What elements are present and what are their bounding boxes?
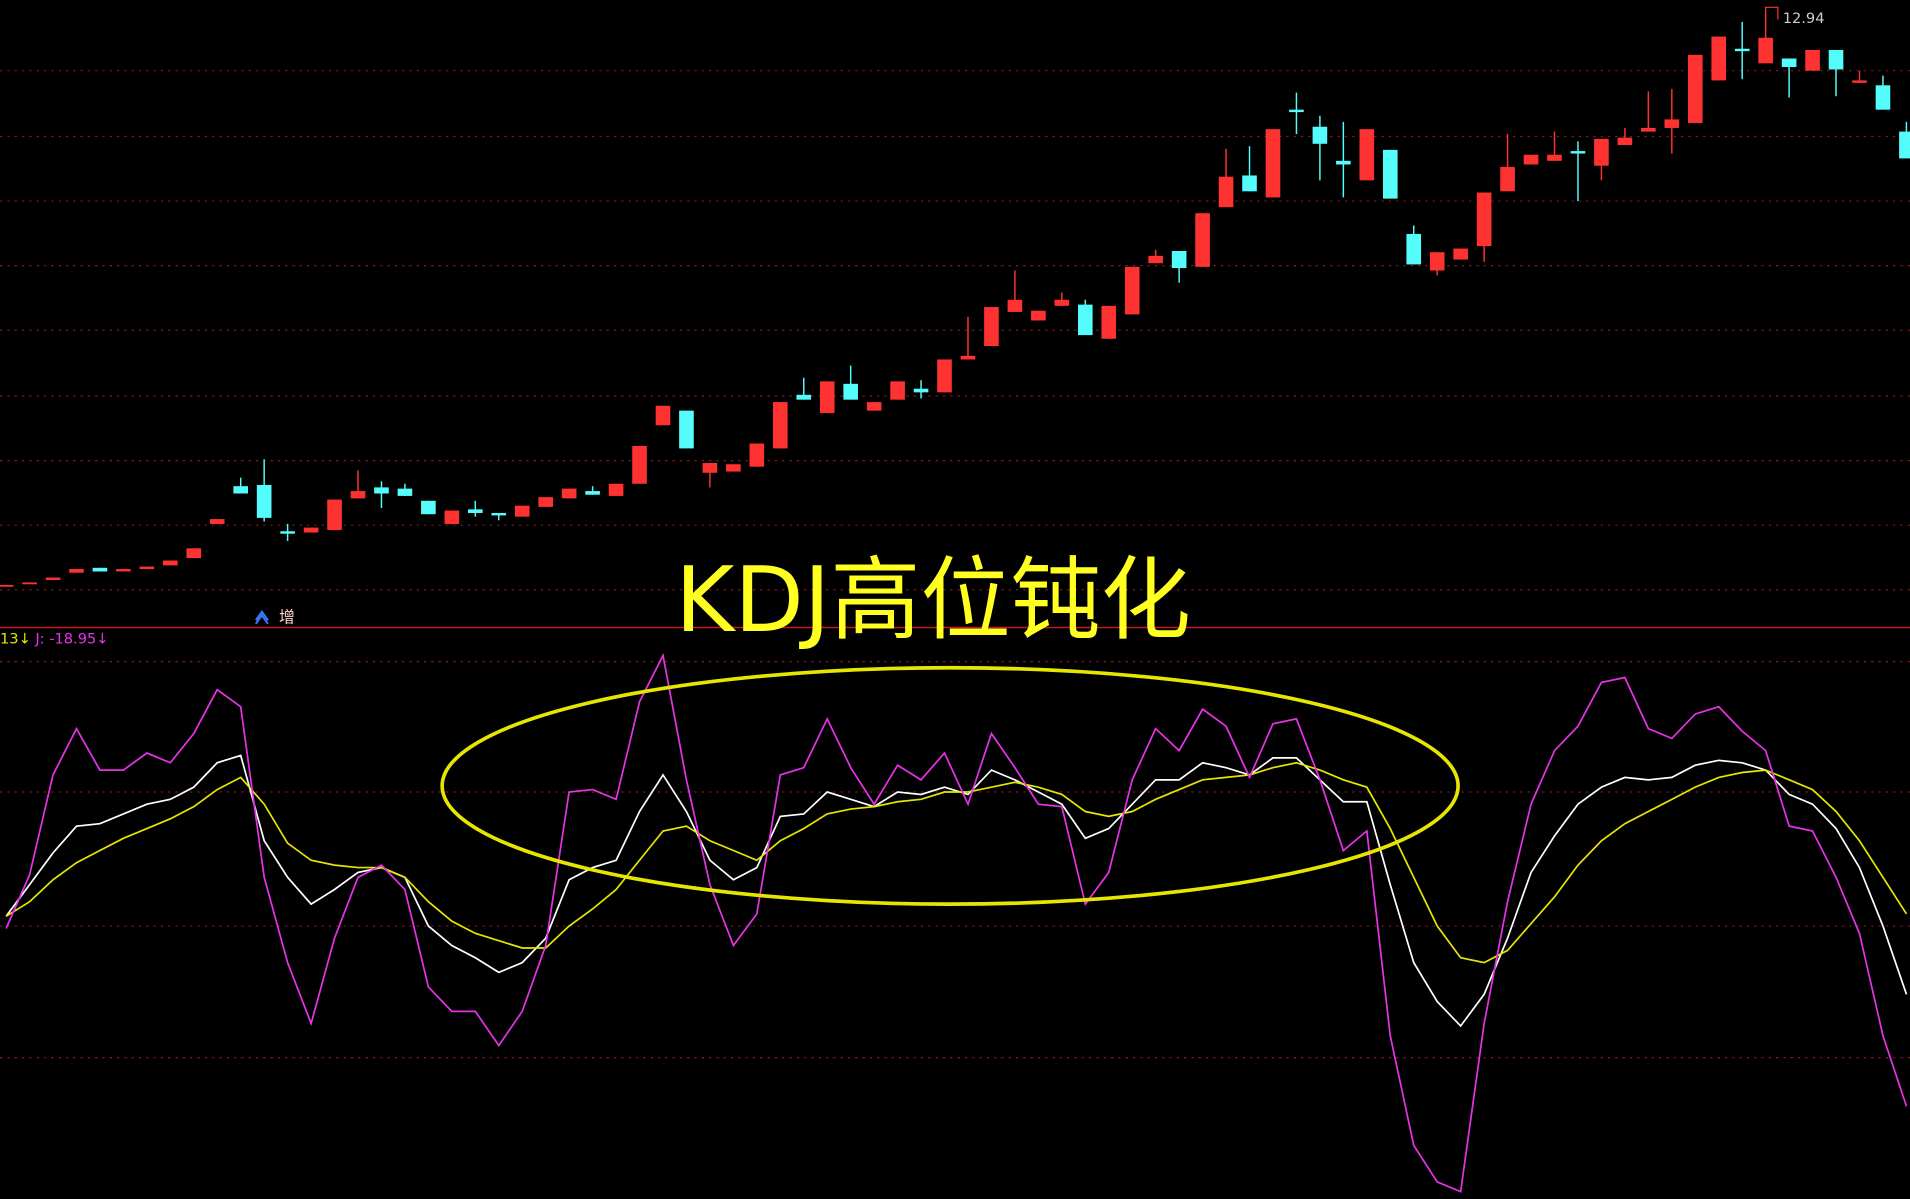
candle-body — [984, 307, 999, 347]
candle-body — [92, 567, 108, 572]
candle-body — [1124, 266, 1140, 315]
candle-body — [303, 527, 319, 533]
candle-body — [397, 488, 413, 496]
high-pointer — [1765, 6, 1779, 20]
j-label: J: -18.95↓ — [34, 630, 108, 647]
candle-body — [444, 510, 460, 524]
candle-body — [1852, 80, 1867, 83]
kdj-line — [5, 761, 1908, 964]
candle-body — [491, 512, 507, 516]
candle-body — [1242, 175, 1257, 192]
candle-body — [1899, 131, 1910, 159]
candle-body — [1875, 85, 1891, 110]
candle-body — [1336, 160, 1351, 165]
candle-body — [1453, 248, 1468, 260]
candle-body — [1547, 154, 1562, 161]
candle-body — [163, 560, 178, 566]
candle-body — [467, 509, 483, 513]
candle-body — [749, 443, 765, 467]
candle-body — [1382, 149, 1398, 199]
candle-body — [186, 548, 202, 559]
candle-body — [1171, 251, 1187, 269]
candle-body — [1359, 129, 1375, 181]
candle-body — [843, 383, 858, 400]
candle-body — [1734, 48, 1750, 52]
candle-body — [1195, 213, 1210, 267]
candle-body — [1265, 129, 1281, 198]
candle-body — [1781, 58, 1797, 68]
candle-body — [514, 505, 530, 517]
candle-body — [1031, 310, 1046, 321]
candle-body — [632, 445, 647, 484]
candle-body — [913, 388, 929, 393]
candle-body — [256, 484, 272, 518]
high-label: 12.94 — [1783, 10, 1825, 27]
candle-body — [538, 497, 553, 507]
candle-body — [726, 464, 741, 472]
candle-body — [1476, 192, 1492, 247]
candle-body — [1523, 154, 1539, 165]
candle-body — [1594, 138, 1609, 166]
marker-text: 增 — [279, 608, 295, 627]
candle-body — [1406, 233, 1422, 265]
candle-body — [608, 483, 624, 496]
candle-body — [1500, 166, 1515, 192]
candle-body — [772, 402, 788, 449]
candle-body — [1617, 137, 1633, 146]
candle-body — [1641, 127, 1656, 132]
candle-body — [1570, 151, 1586, 154]
candle-body — [655, 405, 671, 426]
candle-body — [45, 577, 61, 581]
candle-body — [1007, 299, 1023, 312]
candle-body — [1077, 304, 1093, 336]
candle-body — [1101, 305, 1117, 339]
candle-body — [960, 355, 976, 360]
candle-body — [1758, 37, 1773, 64]
candle-body — [1218, 176, 1234, 208]
candle-body — [139, 566, 155, 570]
candle-body — [561, 488, 577, 499]
candle-body — [1429, 252, 1445, 271]
candle-body — [209, 519, 225, 524]
candle-body — [1828, 49, 1844, 70]
candle-body — [327, 499, 342, 531]
candle-body — [350, 491, 366, 499]
candle-body — [0, 584, 14, 587]
candle-body — [280, 531, 295, 534]
candle-body — [866, 402, 882, 411]
candle-body — [819, 381, 835, 414]
kdj-line — [5, 652, 1908, 1193]
highlight-ellipse — [440, 665, 1460, 906]
candle-body — [796, 394, 812, 400]
candle-body — [585, 491, 600, 495]
candle-body — [1148, 255, 1163, 264]
candle-body — [702, 463, 718, 473]
annotation: KDJ高位钝化 — [675, 548, 1191, 653]
candle-body — [1312, 126, 1328, 144]
candle-body — [233, 486, 249, 494]
candle-body — [679, 410, 694, 449]
candle-body — [69, 569, 84, 573]
candle-body — [1664, 119, 1680, 128]
candle-body — [937, 359, 952, 393]
kdj-line — [5, 754, 1908, 1028]
k-label: 13↓ — [0, 630, 31, 647]
marks: 12.94 — [0, 6, 1910, 1193]
candle-body — [890, 381, 905, 400]
candle-body — [421, 500, 436, 515]
candle-body — [116, 569, 131, 572]
candle-body — [1687, 54, 1703, 124]
marker-icon — [255, 610, 269, 625]
candle-body — [1289, 109, 1304, 113]
candle-body — [1054, 299, 1070, 306]
candle-body — [1711, 36, 1727, 81]
candle-body — [374, 487, 389, 494]
candle-body — [1805, 49, 1820, 71]
candle-body — [22, 582, 37, 585]
